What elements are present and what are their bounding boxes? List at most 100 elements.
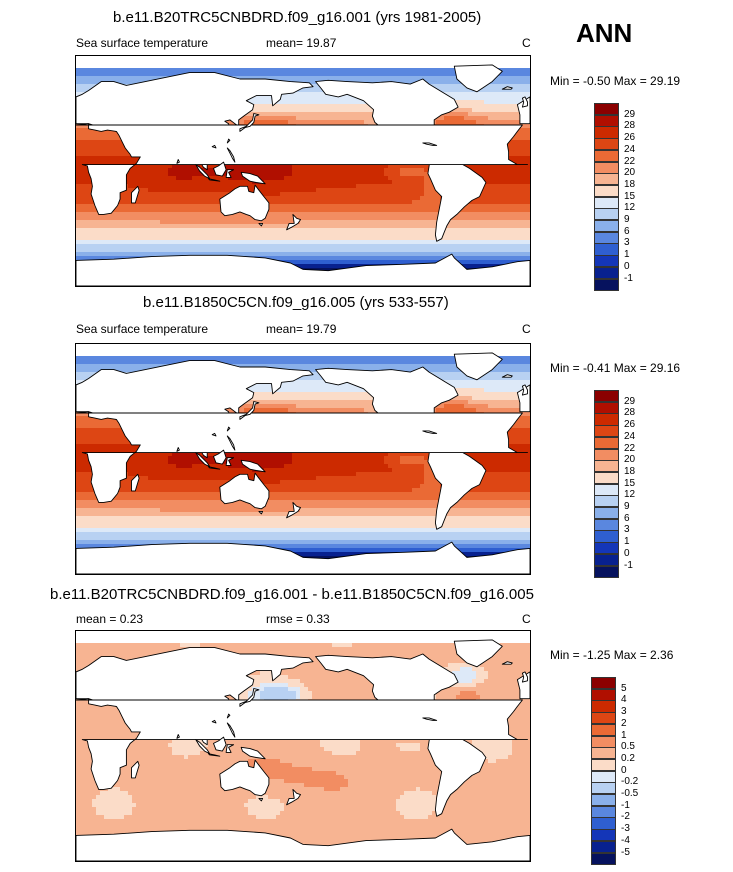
ocean-cell bbox=[452, 88, 457, 93]
ocean-cell bbox=[76, 240, 81, 245]
ocean-cell bbox=[216, 232, 221, 237]
ocean-cell bbox=[144, 232, 149, 237]
ocean-cell bbox=[160, 232, 165, 237]
ocean-cell bbox=[428, 184, 433, 189]
ocean-cell bbox=[276, 168, 281, 173]
ocean-cell bbox=[148, 180, 153, 185]
ocean-cell bbox=[416, 68, 421, 73]
ocean-cell bbox=[224, 192, 229, 197]
ocean-cell bbox=[268, 72, 273, 77]
ocean-cell bbox=[168, 168, 173, 173]
ocean-cell bbox=[232, 72, 237, 77]
ocean-cell bbox=[336, 116, 341, 121]
ocean-cell bbox=[328, 232, 333, 237]
ocean-cell bbox=[372, 80, 377, 85]
ocean-cell bbox=[348, 172, 353, 177]
ocean-cell bbox=[252, 108, 257, 113]
ocean-cell bbox=[96, 136, 101, 141]
ocean-cell bbox=[312, 116, 317, 121]
ocean-cell bbox=[128, 80, 133, 85]
ocean-cell bbox=[116, 72, 121, 77]
ocean-cell bbox=[280, 192, 285, 197]
ocean-cell bbox=[300, 196, 305, 201]
ocean-cell bbox=[152, 72, 157, 77]
ocean-cell bbox=[88, 212, 93, 217]
ocean-cell bbox=[500, 68, 505, 73]
ocean-cell bbox=[148, 176, 153, 181]
ocean-cell bbox=[300, 176, 305, 181]
ocean-cell bbox=[104, 160, 109, 165]
ocean-cell bbox=[420, 68, 425, 73]
ocean-cell bbox=[80, 76, 85, 81]
ocean-cell bbox=[272, 76, 277, 81]
ocean-cell bbox=[160, 208, 165, 213]
ocean-cell bbox=[236, 184, 241, 189]
ocean-cell bbox=[480, 216, 485, 221]
ocean-cell bbox=[272, 196, 277, 201]
ocean-cell bbox=[380, 176, 385, 181]
ocean-cell bbox=[104, 228, 109, 233]
ocean-cell bbox=[132, 156, 137, 161]
ocean-cell bbox=[80, 204, 85, 209]
ocean-cell bbox=[436, 84, 441, 89]
ocean-cell bbox=[524, 192, 529, 197]
ocean-cell bbox=[476, 204, 481, 209]
ocean-cell bbox=[288, 108, 293, 113]
ocean-cell bbox=[116, 240, 121, 245]
ocean-cell bbox=[76, 84, 81, 89]
ocean-cell bbox=[384, 172, 389, 177]
ocean-cell bbox=[456, 236, 461, 241]
ocean-cell bbox=[352, 208, 357, 213]
ocean-cell bbox=[80, 140, 85, 145]
ocean-cell bbox=[296, 116, 301, 121]
ocean-cell bbox=[424, 240, 429, 245]
ocean-cell bbox=[344, 224, 349, 229]
ocean-cell bbox=[268, 208, 273, 213]
ocean-cell bbox=[392, 240, 397, 245]
ocean-cell bbox=[164, 232, 169, 237]
ocean-cell bbox=[296, 120, 301, 125]
ocean-cell bbox=[264, 240, 269, 245]
ocean-cell bbox=[80, 224, 85, 229]
ocean-cell bbox=[88, 216, 93, 221]
ocean-cell bbox=[152, 168, 157, 173]
ocean-cell bbox=[312, 104, 317, 109]
ocean-cell bbox=[376, 240, 381, 245]
ocean-cell bbox=[168, 208, 173, 213]
ocean-cell bbox=[224, 68, 229, 73]
ocean-cell bbox=[192, 200, 197, 205]
ocean-cell bbox=[84, 196, 89, 201]
ocean-cell bbox=[324, 224, 329, 229]
ocean-cell bbox=[372, 220, 377, 225]
ocean-cell bbox=[512, 108, 517, 113]
ocean-cell bbox=[428, 228, 433, 233]
ocean-cell bbox=[188, 224, 193, 229]
ocean-cell bbox=[488, 204, 493, 209]
ocean-cell bbox=[332, 120, 337, 125]
ocean-cell bbox=[128, 156, 133, 161]
ocean-cell bbox=[208, 224, 213, 229]
ocean-cell bbox=[460, 224, 465, 229]
ocean-cell bbox=[476, 116, 481, 121]
ocean-cell bbox=[176, 224, 181, 229]
ocean-cell bbox=[480, 120, 485, 125]
ocean-cell bbox=[384, 176, 389, 181]
ocean-cell bbox=[432, 216, 437, 221]
ocean-cell bbox=[236, 220, 241, 225]
ocean-cell bbox=[312, 176, 317, 181]
ocean-cell bbox=[264, 76, 269, 81]
ocean-cell bbox=[268, 96, 273, 101]
ocean-cell bbox=[352, 188, 357, 193]
ocean-cell bbox=[244, 236, 249, 241]
ocean-cell bbox=[96, 220, 101, 225]
ocean-cell bbox=[156, 220, 161, 225]
ocean-cell bbox=[80, 184, 85, 189]
ocean-cell bbox=[132, 228, 137, 233]
ocean-cell bbox=[504, 96, 509, 101]
ocean-cell bbox=[392, 180, 397, 185]
ocean-cell bbox=[492, 196, 497, 201]
ocean-cell bbox=[360, 200, 365, 205]
ocean-cell bbox=[136, 164, 141, 169]
ocean-cell bbox=[336, 100, 341, 105]
ocean-cell bbox=[452, 72, 457, 77]
